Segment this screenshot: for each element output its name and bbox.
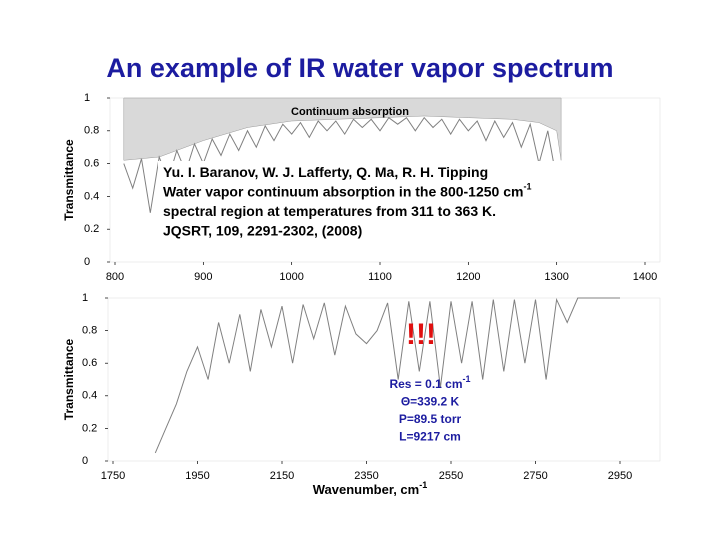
reference-line-sup: -1 xyxy=(523,182,531,192)
reference-line: Water vapor continuum absorption in the … xyxy=(163,182,531,199)
y-tick-label: 0.2 xyxy=(82,422,97,434)
measurement-note-sup: -1 xyxy=(463,374,471,384)
y-tick-label: 0 xyxy=(84,256,90,268)
x-tick-label: 1400 xyxy=(633,271,657,283)
measurement-note: P=89.5 torr xyxy=(399,412,462,426)
y-tick-label: 1 xyxy=(82,292,88,304)
x-tick-label: 1100 xyxy=(368,271,392,283)
continuum-label: Continuum absorption xyxy=(291,106,409,118)
reference-line-main: Water vapor continuum absorption in the … xyxy=(163,183,523,199)
reference-line-main: Yu. I. Baranov, W. J. Lafferty, Q. Ma, R… xyxy=(163,164,488,180)
reference-line: Yu. I. Baranov, W. J. Lafferty, Q. Ma, R… xyxy=(163,164,488,180)
x-tick-label: 2550 xyxy=(439,470,463,482)
x-tick-label: 2150 xyxy=(270,470,294,482)
measurement-note-main: Θ=339.2 K xyxy=(401,395,460,409)
measurement-note: Θ=339.2 K xyxy=(401,395,460,409)
x-axis-label-main: Wavenumber, cm xyxy=(313,482,419,497)
y-tick-label: 0.8 xyxy=(84,125,99,137)
measurement-note: Res = 0.1 cm-1 xyxy=(389,374,470,391)
measurement-note-main: Res = 0.1 cm xyxy=(389,377,462,391)
continuum-area xyxy=(123,97,562,161)
y-tick-label: 1 xyxy=(84,92,90,104)
reference-line-main: spectral region at temperatures from 311… xyxy=(163,203,496,219)
y-axis-label: Transmittance xyxy=(62,338,76,420)
reference-box xyxy=(158,161,595,243)
x-axis-label-sup: -1 xyxy=(419,480,427,490)
x-axis-label: Wavenumber, cm-1 xyxy=(313,480,427,497)
y-tick-label: 0.8 xyxy=(82,325,97,337)
x-tick-label: 2350 xyxy=(354,470,378,482)
x-tick-label: 1750 xyxy=(101,470,125,482)
spectrum-line xyxy=(154,297,620,454)
x-tick-label: 800 xyxy=(106,271,124,283)
y-tick-label: 0.6 xyxy=(82,357,97,369)
y-tick-label: 0.4 xyxy=(84,190,99,202)
y-tick-label: 0.2 xyxy=(84,223,99,235)
spectrum-line xyxy=(123,116,558,213)
x-tick-label: 900 xyxy=(194,271,212,283)
reference-line: JQSRT, 109, 2291-2302, (2008) xyxy=(163,222,362,238)
plot-area xyxy=(107,297,661,462)
reference-line-main: JQSRT, 109, 2291-2302, (2008) xyxy=(163,222,362,238)
x-tick-label: 1300 xyxy=(544,271,568,283)
y-tick-label: 0 xyxy=(82,455,88,467)
measurement-note-main: P=89.5 torr xyxy=(399,412,462,426)
y-tick-label: 0.4 xyxy=(82,390,97,402)
y-tick-label: 0.6 xyxy=(84,158,99,170)
x-tick-label: 1200 xyxy=(456,271,480,283)
slide-title: An example of IR water vapor spectrum xyxy=(106,53,613,83)
x-tick-label: 2750 xyxy=(523,470,547,482)
x-tick-label: 1000 xyxy=(279,271,303,283)
x-tick-label: 1950 xyxy=(185,470,209,482)
measurement-note-main: L=9217 cm xyxy=(399,430,461,444)
reference-line: spectral region at temperatures from 311… xyxy=(163,203,496,219)
x-tick-label: 2950 xyxy=(608,470,632,482)
y-axis-label: Transmittance xyxy=(62,139,76,221)
emphasis: !!! xyxy=(406,318,436,351)
measurement-note: L=9217 cm xyxy=(399,430,461,444)
